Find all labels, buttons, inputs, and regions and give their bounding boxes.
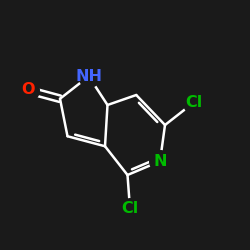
Text: NH: NH bbox=[75, 69, 102, 84]
Text: N: N bbox=[153, 154, 167, 169]
Text: Cl: Cl bbox=[122, 201, 138, 216]
Text: Cl: Cl bbox=[185, 95, 202, 110]
Text: O: O bbox=[21, 82, 34, 98]
